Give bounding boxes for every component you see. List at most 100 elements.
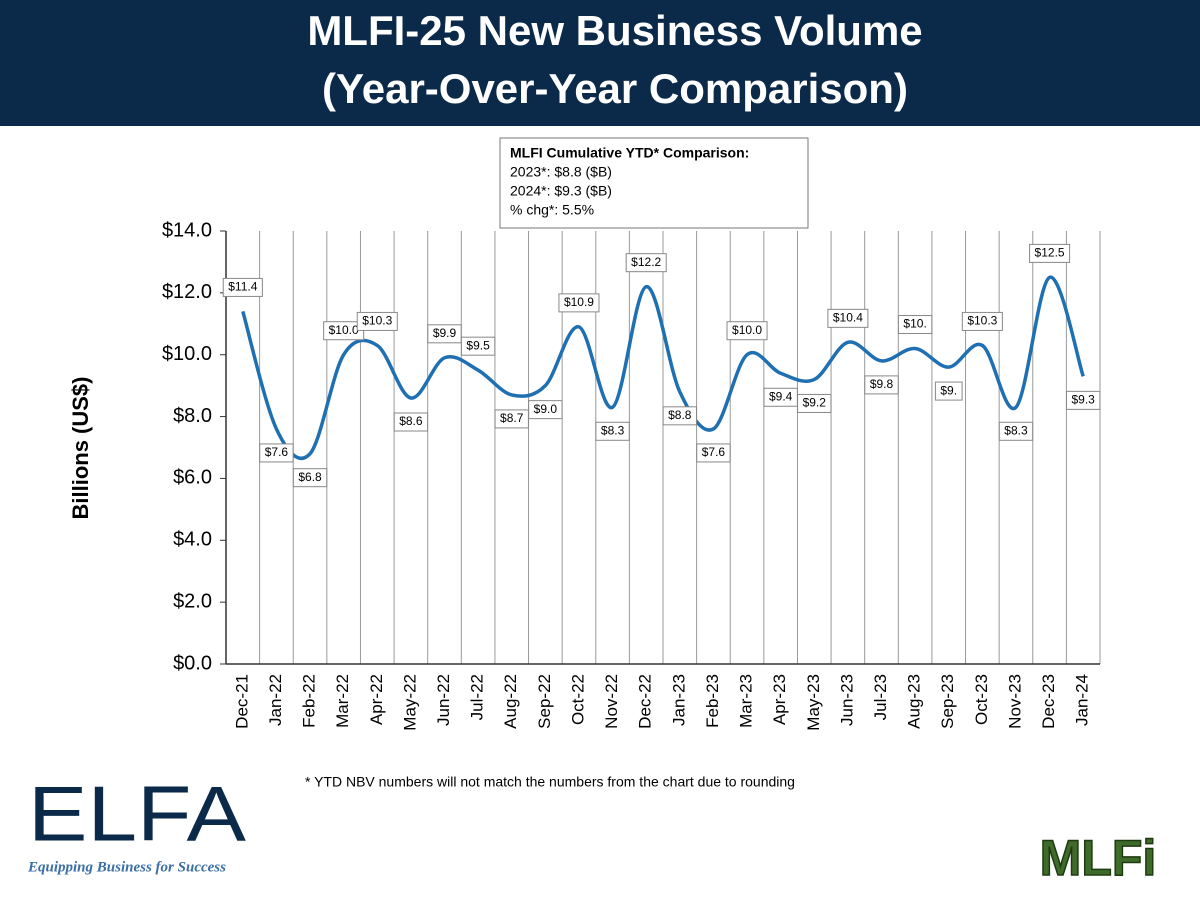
x-tick-label: Jun-23 (837, 674, 856, 726)
data-label-box (1029, 243, 1071, 263)
data-label: $9.4 (763, 387, 798, 407)
data-label-text: $7.6 (265, 445, 289, 459)
annotation-frame (499, 137, 809, 229)
elfa-logo-text: ELFA (28, 770, 246, 858)
data-label-text: $6.8 (298, 470, 322, 484)
x-tick-label: Mar-22 (333, 674, 352, 728)
annotation-line: 2023*: $8.8 ($B) (510, 164, 612, 180)
data-label-text: $9. (940, 383, 957, 397)
data-label-text: $9.3 (1072, 393, 1096, 407)
data-label-box (558, 293, 600, 313)
x-tick-label: Jun-22 (434, 674, 453, 726)
data-label: $10. (897, 315, 933, 335)
mlfi-logo: MLFi (1040, 830, 1157, 886)
y-tick-label: $0.0 (173, 652, 212, 674)
elfa-logo: ELFA Equipping Business for Success (27, 770, 246, 876)
x-tick-label: Jan-23 (669, 674, 688, 726)
title-line: (Year-Over-Year Comparison) (322, 65, 908, 112)
y-tick-label: $4.0 (173, 529, 212, 551)
y-tick-label: $10.0 (162, 343, 212, 365)
data-label: $11.4 (222, 277, 263, 297)
data-label-text: $10.3 (362, 314, 392, 328)
data-line (241, 275, 1085, 461)
data-label-text: $10. (903, 317, 926, 331)
data-label-text: $8.6 (399, 414, 423, 428)
data-label-box (393, 412, 429, 432)
x-tick-label: Feb-23 (703, 674, 722, 728)
x-tick-label: May-22 (400, 674, 419, 731)
data-label-text: $8.3 (601, 423, 625, 437)
data-label-box (595, 421, 630, 441)
y-axis-label: Billions (US$) (68, 376, 93, 519)
data-label-box (797, 393, 832, 413)
data-label-text: $9.9 (433, 326, 457, 340)
x-tick-label: Sep-23 (938, 674, 957, 729)
data-label-box (726, 321, 768, 341)
y-tick-label: $12.0 (162, 281, 212, 303)
data-label: $8.6 (393, 412, 429, 432)
data-label-box (460, 336, 496, 356)
data-label: $7.6 (259, 443, 294, 463)
data-label-text: $8.3 (1004, 423, 1028, 437)
data-label-box (356, 311, 398, 331)
data-label-box (1066, 390, 1101, 410)
data-label-text: $10.0 (329, 323, 359, 337)
data-label-text: $8.7 (500, 411, 524, 425)
elfa-tagline: Equipping Business for Success (27, 859, 226, 875)
x-tick-label: Sep-22 (535, 674, 554, 729)
data-label: $9.2 (797, 393, 832, 413)
data-label-box (827, 308, 869, 328)
data-label-text: $10.4 (833, 311, 863, 325)
data-label: $12.5 (1029, 243, 1071, 263)
data-label-text: $7.6 (702, 445, 726, 459)
data-label: $8.3 (595, 421, 630, 441)
x-tick-label: Jan-22 (266, 674, 285, 726)
data-label: $9.0 (528, 400, 563, 420)
data-label-box (998, 421, 1034, 441)
annotation-line: 2024*: $9.3 ($B) (510, 183, 612, 199)
data-label-text: $9.4 (769, 389, 793, 403)
data-label: $10.4 (827, 308, 869, 328)
data-label-box (897, 315, 933, 335)
data-label-box (625, 253, 667, 273)
data-label-text: $9.8 (870, 377, 894, 391)
data-label-box (427, 324, 462, 344)
data-label: $8.8 (662, 406, 697, 426)
x-tick-label: Apr-23 (770, 674, 789, 725)
header-band (0, 0, 1200, 126)
data-label-box (864, 375, 899, 395)
annotation-title: MLFI Cumulative YTD* Comparison: (510, 145, 749, 161)
annotation-box: MLFI Cumulative YTD* Comparison: 2023*: … (499, 137, 809, 229)
x-tick-label: Aug-22 (501, 674, 520, 729)
data-label-text: $12.5 (1035, 246, 1065, 260)
data-label-box (222, 277, 263, 297)
data-label-box (696, 443, 731, 463)
data-label: $12.2 (625, 253, 667, 273)
x-tick-label: Dec-21 (232, 674, 251, 729)
x-tick-label: Feb-22 (300, 674, 319, 728)
data-label-text: $9.2 (803, 396, 827, 410)
footnote: * YTD NBV numbers will not match the num… (305, 774, 795, 790)
data-label-text: $9.5 (466, 338, 490, 352)
data-label: $9.3 (1066, 390, 1101, 410)
title-line: MLFI-25 New Business Volume (307, 7, 922, 54)
data-label: $10.0 (726, 321, 768, 341)
data-label: $9.5 (460, 336, 496, 356)
data-label-box (259, 443, 294, 463)
x-tick-label: Jul-23 (871, 674, 890, 720)
data-label-text: $10.3 (967, 314, 997, 328)
x-tick-label: Apr-22 (367, 674, 386, 725)
data-label: $10.9 (558, 293, 600, 313)
data-label: $8.7 (494, 409, 529, 429)
data-label: $9. (934, 381, 963, 401)
data-label-text: $10.9 (564, 295, 594, 309)
data-label: $8.3 (998, 421, 1034, 441)
x-tick-label: Nov-23 (1005, 674, 1024, 729)
data-label-box (528, 400, 563, 420)
data-label-box (961, 311, 1003, 331)
annotation-line: % chg*: 5.5% (510, 202, 594, 218)
data-label: $9.9 (427, 324, 462, 344)
x-tick-label: Nov-22 (602, 674, 621, 729)
data-label-text: $8.8 (668, 408, 692, 422)
